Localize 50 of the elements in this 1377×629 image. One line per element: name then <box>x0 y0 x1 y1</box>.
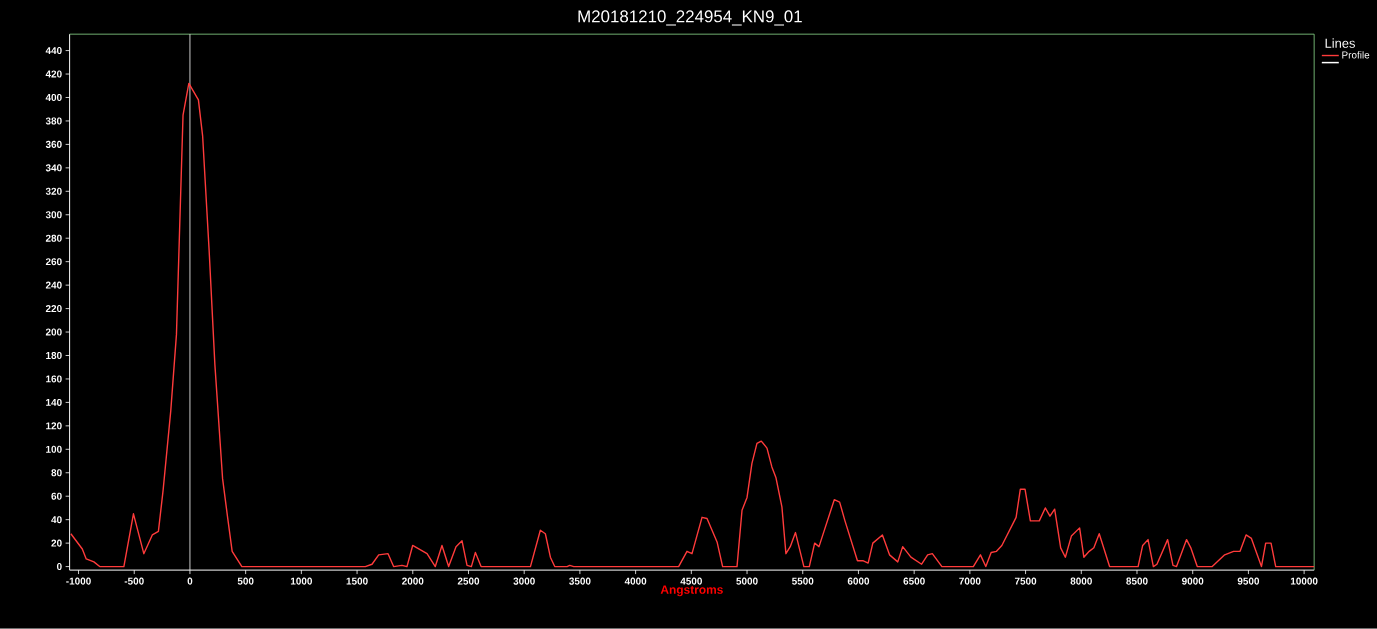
x-tick-label: 8000 <box>1070 577 1092 585</box>
x-tick-label: 9500 <box>1237 577 1260 585</box>
y-tick-label: 140 <box>46 399 62 407</box>
x-tick-label: 2500 <box>457 577 480 585</box>
y-tick-label: 320 <box>45 187 62 195</box>
y-tick-label: 400 <box>45 94 62 102</box>
y-tick-label: 20 <box>51 539 62 547</box>
x-tick-label: 3000 <box>513 577 535 585</box>
x-tick-label: 1000 <box>290 577 313 585</box>
y-tick-label: 180 <box>46 352 62 360</box>
y-tick-label: 440 <box>45 47 62 55</box>
x-tick-label: 0 <box>187 577 193 585</box>
y-tick-label: 200 <box>45 328 62 336</box>
y-tick-label: 420 <box>45 70 62 78</box>
legend-title: Lines <box>1325 38 1355 48</box>
y-tick-label: 340 <box>45 164 62 172</box>
legend-label: Profile <box>1342 51 1370 59</box>
y-tick-label: 0 <box>56 563 62 571</box>
y-tick-label: 240 <box>45 281 62 289</box>
x-tick-label: -500 <box>124 577 144 585</box>
y-tick-label: 260 <box>45 258 62 266</box>
x-tick-label: -1000 <box>66 577 91 585</box>
y-tick-label: 40 <box>51 516 62 524</box>
x-tick-label: 4000 <box>624 577 647 585</box>
x-tick-label: 4500 <box>680 577 702 585</box>
x-tick-label: 5000 <box>736 577 758 585</box>
x-tick-label: 9000 <box>1181 577 1204 585</box>
y-tick-label: 80 <box>51 469 62 477</box>
y-tick-label: 100 <box>46 445 62 453</box>
y-tick-label: 380 <box>45 117 62 125</box>
x-tick-label: 1500 <box>346 577 368 585</box>
y-tick-label: 120 <box>46 422 62 430</box>
y-tick-label: 360 <box>45 141 62 149</box>
x-tick-label: 10000 <box>1290 577 1318 585</box>
x-tick-label: 7500 <box>1014 577 1037 585</box>
x-tick-label: 6000 <box>847 577 870 585</box>
x-tick-label: 2000 <box>402 577 424 585</box>
x-tick-label: 3500 <box>569 577 591 585</box>
y-tick-label: 160 <box>46 375 62 383</box>
x-axis-title: Angstroms <box>660 585 723 597</box>
y-tick-label: 280 <box>45 234 62 242</box>
x-tick-label: 500 <box>237 577 254 585</box>
y-tick-label: 60 <box>51 492 62 500</box>
x-tick-label: 7000 <box>959 577 981 585</box>
x-tick-label: 5500 <box>791 577 814 585</box>
chart-title: M20181210_224954_KN9_01 <box>578 10 802 26</box>
x-tick-label: 6500 <box>903 577 925 585</box>
y-tick-label: 220 <box>45 305 62 313</box>
y-tick-label: 300 <box>45 211 62 219</box>
x-tick-label: 8500 <box>1126 577 1148 585</box>
